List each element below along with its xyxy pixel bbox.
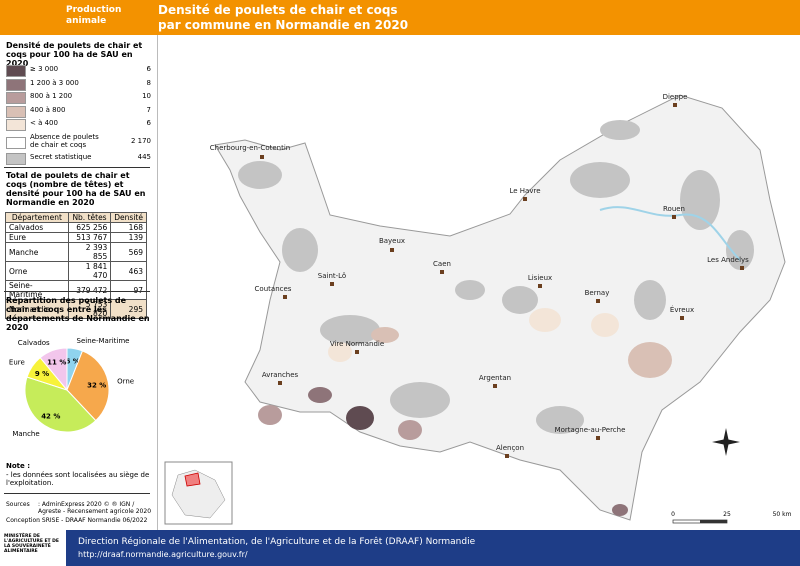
legend-count: 445	[137, 152, 151, 161]
table-header-row: Département Nb. têtes Densité	[5, 212, 147, 223]
slice-value-label: 11 %	[47, 359, 66, 367]
ministry-logo: MINISTÈRE DE L'AGRICULTURE ET DE LA SOUV…	[0, 530, 66, 566]
side-panel: Densité de poulets de chair et coqs pour…	[0, 35, 158, 530]
note-text: - les données sont localisées au siège d…	[6, 471, 150, 487]
legend: ≥ 3 000 6 1 200 à 3 000 8 800 à 1 200 10 400 à…	[0, 65, 157, 165]
sources-text: : AdminExpress 2020 © ® IGN / Agreste - …	[38, 501, 152, 515]
scale-label: 25	[723, 511, 731, 518]
pie-slice	[24, 376, 97, 433]
table-title: Total de poulets de chair et coqs (nombr…	[6, 171, 146, 207]
legend-title: Densité de poulets de chair et coqs pour…	[6, 41, 143, 68]
city-label: Lisieux	[528, 274, 552, 282]
legend-swatch	[6, 65, 26, 77]
city-label: Le Havre	[509, 187, 540, 195]
header-bar: Production animale Densité de poulets de…	[0, 0, 800, 35]
org-name: Direction Régionale de l'Alimentation, d…	[78, 537, 476, 547]
slice-value-label: 32 %	[87, 381, 106, 389]
table-row: Orne 1 841 470 463	[5, 261, 147, 281]
region-shape	[214, 94, 786, 521]
conception-text: : SRISE - DRAAF Normandie 06/2022	[38, 517, 148, 524]
separator	[4, 167, 150, 168]
legend-label: Secret statistique	[30, 152, 92, 161]
city-label: Coutances	[255, 285, 292, 293]
subtitle: par commune en Normandie en 2020	[158, 18, 409, 32]
city-label: Dieppe	[663, 93, 688, 101]
legend-swatch	[6, 152, 26, 165]
city-label: Bernay	[585, 289, 610, 297]
slice-name: Orne	[117, 377, 134, 385]
city-label: Évreux	[670, 305, 694, 314]
legend-label: 800 à 1 200	[30, 92, 73, 100]
pie-slice	[39, 347, 68, 392]
legend-label: < à 400	[30, 119, 58, 127]
legend-label: Absence de poulets de chair et coqs	[30, 132, 99, 149]
city-label: Cherbourg-en-Cotentin	[210, 144, 290, 152]
city-label: Caen	[433, 260, 451, 268]
legend-label: ≥ 3 000	[30, 65, 59, 73]
legend-count: 6	[146, 119, 151, 127]
legend-swatch	[6, 92, 26, 104]
slice-name: Calvados	[18, 339, 50, 347]
legend-count: 8	[146, 78, 151, 87]
scale-bar: 0 25 50 km	[671, 511, 792, 524]
data-table: Département Nb. têtes Densité Calvados 625 2…	[5, 212, 147, 319]
legend-count: 2 170	[130, 136, 151, 145]
legend-swatch	[6, 119, 26, 131]
slice-value-label: 42 %	[41, 413, 60, 421]
city-label: Argentan	[479, 374, 511, 382]
conception-label: Conception	[6, 517, 40, 524]
table-cell: 5 753 820	[67, 299, 112, 319]
map-layer	[214, 94, 786, 521]
scale-label: 50 km	[773, 511, 792, 518]
ministry-name: MINISTÈRE DE L'AGRICULTURE ET DE LA SOUV…	[4, 534, 59, 554]
legend-label: 1 200 à 3 000	[30, 78, 79, 87]
legend-swatch	[6, 105, 26, 118]
table-row: Manche 2 393 855 569	[5, 242, 147, 262]
legend-count: 6	[146, 65, 151, 73]
slice-value-label: 9 %	[35, 370, 49, 378]
slice-name: Seine-Maritime	[77, 337, 130, 345]
table-cell: Normandie	[5, 299, 69, 319]
city-label: Bayeux	[379, 237, 405, 245]
legend-count: 7	[146, 105, 151, 114]
pie-title: Répartition des poulets de chair et coqs…	[6, 296, 150, 332]
table-row: Normandie 5 753 820 295	[5, 299, 147, 319]
scale-label: 0	[671, 511, 675, 518]
secret-areas	[238, 120, 754, 434]
title: Densité de poulets de chair et coqs	[158, 3, 398, 17]
slice-name: Eure	[9, 358, 25, 366]
separator	[4, 291, 150, 292]
north-arrow	[712, 428, 740, 456]
legend-swatch	[6, 136, 26, 149]
legend-swatch	[6, 78, 26, 91]
legend-count: 10	[142, 92, 151, 100]
slice-name: Manche	[12, 430, 39, 438]
org-url[interactable]: http://draaf.normandie.agriculture.gouv.…	[78, 550, 248, 559]
legend-label: 400 à 800	[30, 105, 66, 114]
city-label: Alençon	[496, 444, 524, 452]
density-areas	[258, 308, 672, 516]
city-label: Les Andelys	[707, 256, 749, 264]
pie-slice	[66, 350, 110, 422]
city-label: Avranches	[262, 371, 299, 379]
slice-value-label: 6 %	[66, 357, 80, 365]
note-title: Note :	[6, 462, 30, 470]
footer: MINISTÈRE DE L'AGRICULTURE ET DE LA SOUV…	[0, 530, 800, 566]
map: Dieppe Cherbourg-en-Cotentin Le Havre Ro…	[164, 93, 792, 525]
inset-map	[164, 461, 233, 525]
pie-chart: 6 % Seine-Maritime 32 % Orne 42 % Manche 9 % Eu…	[9, 337, 134, 438]
sources-label: Sources	[6, 501, 30, 508]
city-label: Mortagne-au-Perche	[555, 426, 626, 434]
theme: Production animale	[66, 5, 122, 26]
city-label: Vire Normandie	[330, 340, 384, 348]
city-label: Rouen	[663, 205, 685, 213]
separator	[4, 493, 150, 494]
table-cell: 295	[110, 299, 147, 319]
city-label: Saint-Lô	[318, 272, 346, 280]
river	[599, 206, 741, 261]
city-dots	[260, 103, 744, 458]
